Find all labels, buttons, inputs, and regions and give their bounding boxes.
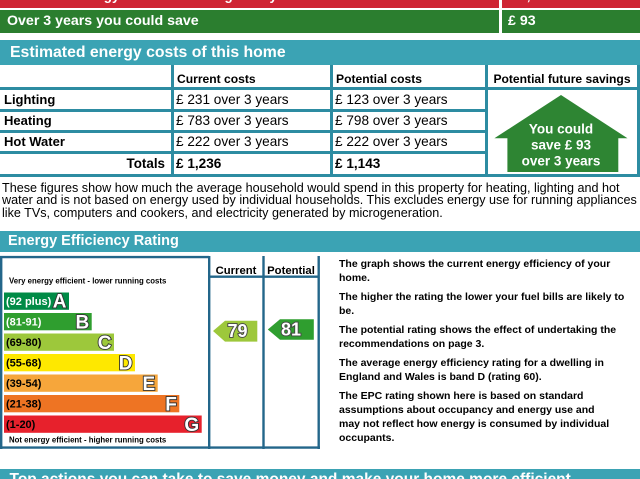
svg-text:(39-54): (39-54) bbox=[6, 378, 42, 390]
svg-text:(1-20): (1-20) bbox=[6, 419, 36, 431]
svg-text:over 3 years: over 3 years bbox=[522, 154, 601, 169]
svg-text:C: C bbox=[98, 333, 112, 354]
svg-text:save £ 93: save £ 93 bbox=[531, 138, 592, 153]
svg-text:(21-38): (21-38) bbox=[6, 399, 42, 411]
svg-text:Not energy efficient - higher: Not energy efficient - higher running co… bbox=[9, 436, 167, 445]
svg-text:A: A bbox=[53, 292, 67, 313]
svg-text:(92 plus): (92 plus) bbox=[6, 296, 52, 308]
svg-text:79: 79 bbox=[227, 321, 247, 341]
svg-text:B: B bbox=[75, 312, 89, 333]
svg-text:G: G bbox=[184, 415, 199, 436]
svg-text:D: D bbox=[119, 353, 133, 374]
svg-text:(69-80): (69-80) bbox=[6, 337, 42, 349]
svg-text:Current: Current bbox=[216, 265, 257, 277]
svg-text:(81-91): (81-91) bbox=[6, 317, 42, 329]
svg-text:You could: You could bbox=[529, 122, 593, 137]
svg-text:Potential: Potential bbox=[267, 265, 315, 277]
svg-text:81: 81 bbox=[281, 319, 301, 339]
svg-text:(55-68): (55-68) bbox=[6, 358, 42, 370]
svg-text:E: E bbox=[143, 374, 156, 395]
svg-text:Very energy efficient - lower: Very energy efficient - lower running co… bbox=[9, 277, 167, 286]
svg-text:F: F bbox=[165, 394, 177, 415]
